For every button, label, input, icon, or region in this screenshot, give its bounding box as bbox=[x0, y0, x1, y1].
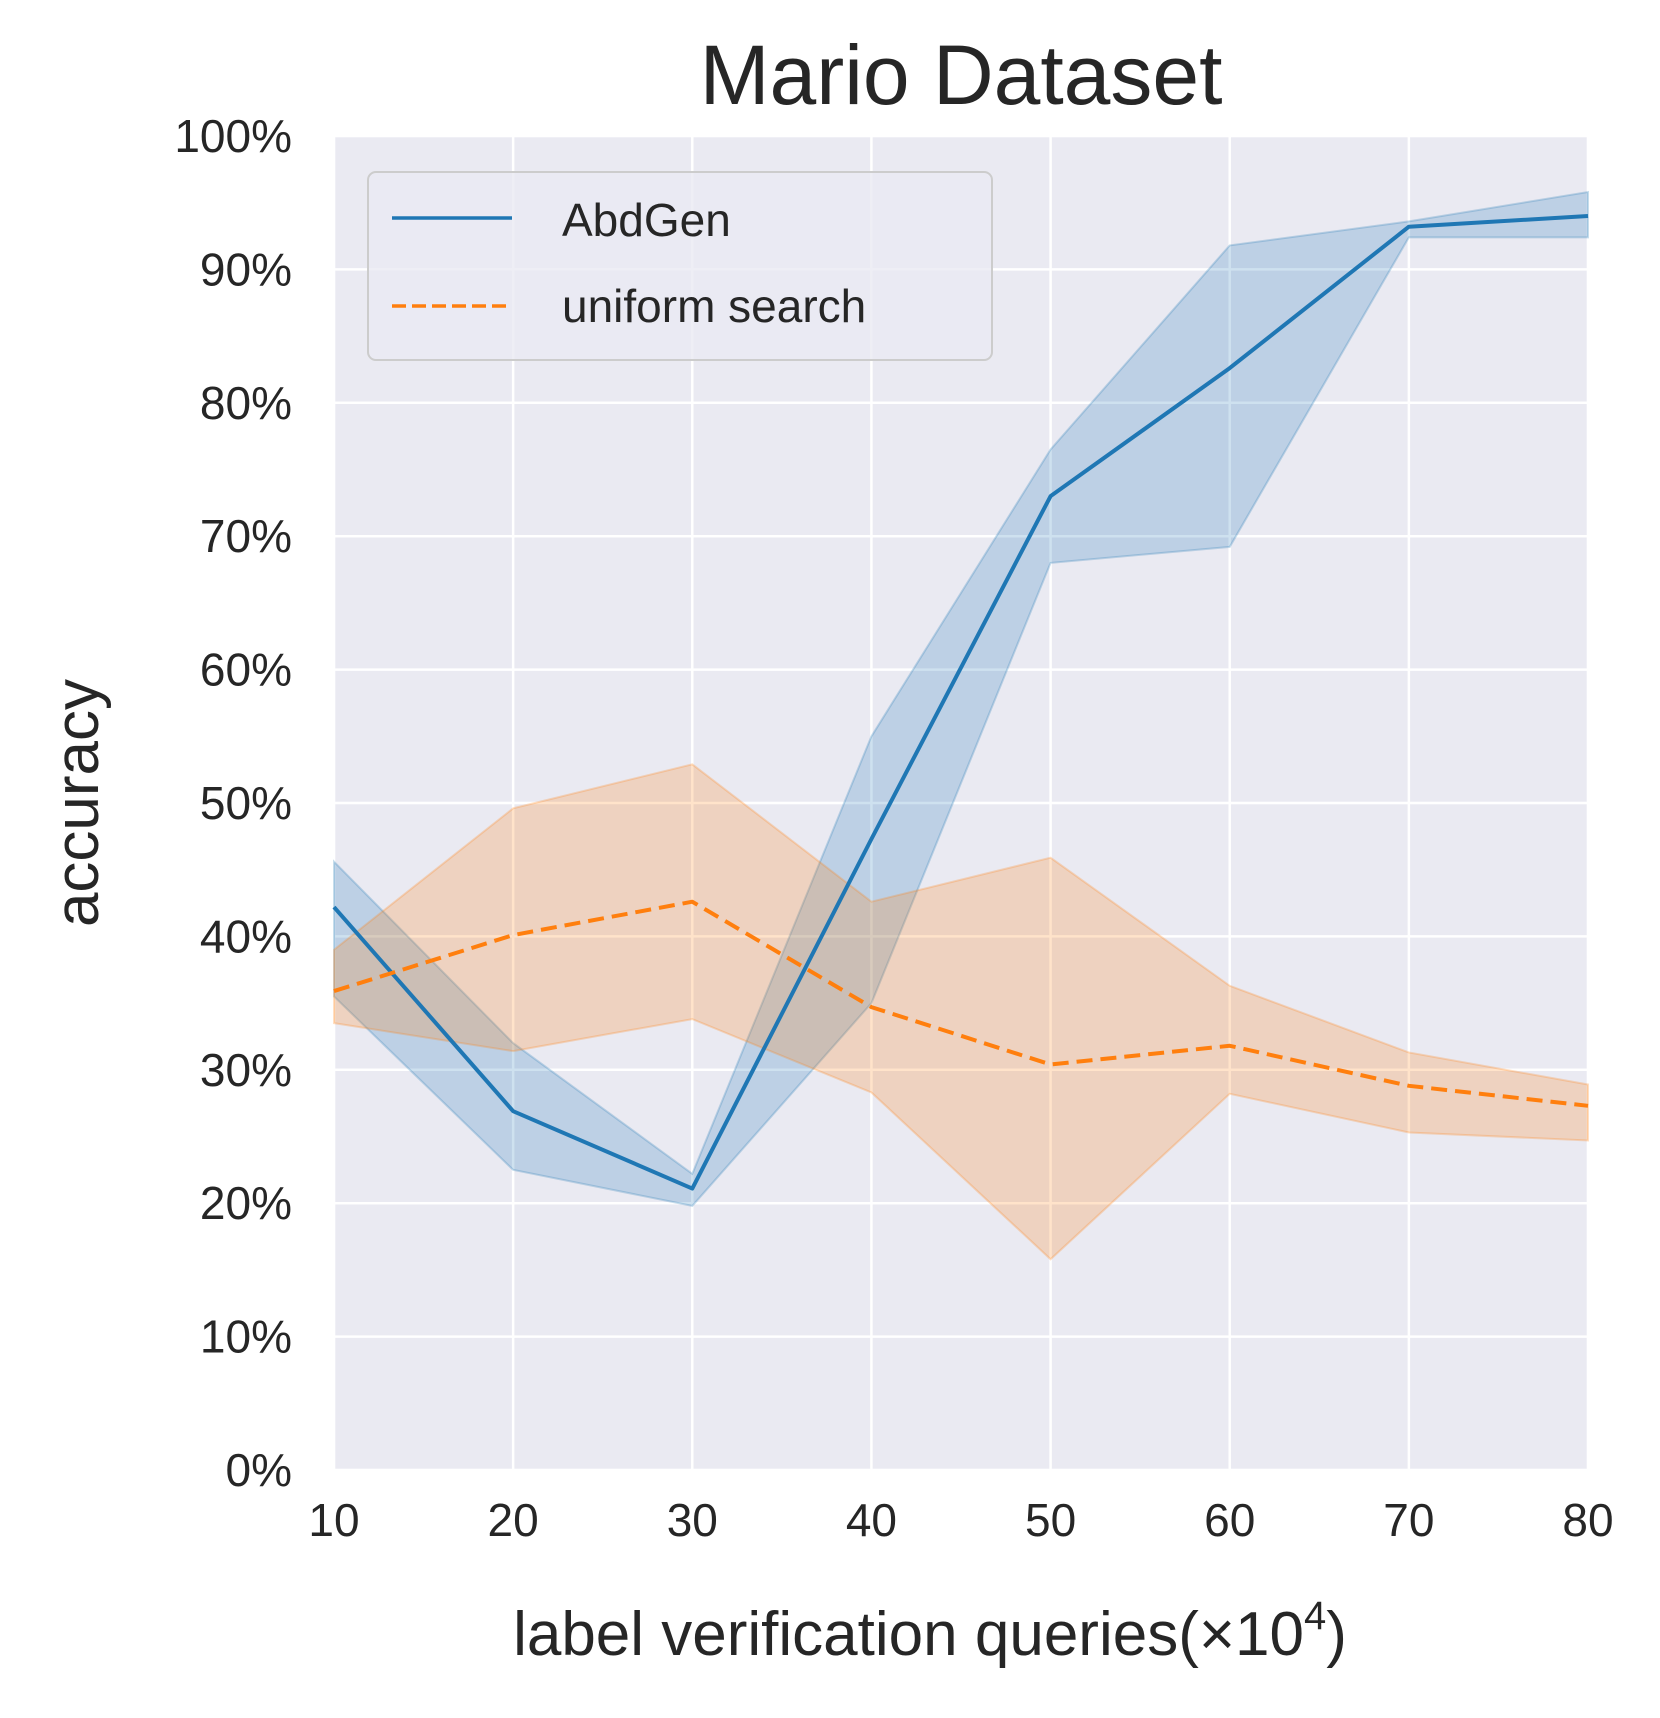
confidence-bands bbox=[333, 190, 1589, 1261]
legend: AbdGen uniform search bbox=[367, 171, 993, 361]
x-tick-label: 40 bbox=[846, 1494, 897, 1546]
x-tick-label: 80 bbox=[1562, 1494, 1613, 1546]
x-tick-label: 50 bbox=[1025, 1494, 1076, 1546]
tick-labels: 0% 10% 20% 30% 40% 50% 60% 70% 80% 90% 100% 10 20 30 4… bbox=[174, 110, 1613, 1546]
x-tick-label: 30 bbox=[667, 1494, 718, 1546]
legend-box bbox=[367, 171, 993, 361]
x-tick-label: 70 bbox=[1383, 1494, 1434, 1546]
x-tick-label: 60 bbox=[1204, 1494, 1255, 1546]
x-axis-title: label verification queries(×104) bbox=[513, 1594, 1347, 1669]
y-tick-label: 50% bbox=[200, 777, 292, 829]
y-tick-label: 40% bbox=[200, 910, 292, 962]
x-tick-label: 20 bbox=[488, 1494, 539, 1546]
chart-title: Mario Dataset bbox=[700, 28, 1223, 122]
y-tick-label: 10% bbox=[200, 1311, 292, 1363]
y-tick-label: 70% bbox=[200, 510, 292, 562]
x-axis-title-suffix: ) bbox=[1326, 1600, 1347, 1669]
y-tick-label: 0% bbox=[226, 1444, 292, 1496]
uniform-search-confidence-band bbox=[333, 763, 1589, 1261]
y-tick-label: 60% bbox=[200, 644, 292, 696]
series-lines bbox=[332, 214, 1589, 1191]
y-tick-label: 100% bbox=[174, 110, 292, 162]
legend-abdgen-label: AbdGen bbox=[562, 194, 731, 246]
y-tick-label: 20% bbox=[200, 1177, 292, 1229]
abdgen-confidence-band bbox=[333, 190, 1589, 1207]
y-tick-label: 90% bbox=[200, 243, 292, 295]
legend-uniform-search-label: uniform search bbox=[562, 280, 866, 332]
x-tick-label: 10 bbox=[308, 1494, 359, 1546]
y-tick-label: 80% bbox=[200, 377, 292, 429]
abdgen-line bbox=[332, 214, 1589, 1191]
y-tick-label: 30% bbox=[200, 1044, 292, 1096]
x-axis-title-main: label verification queries(×10 bbox=[513, 1600, 1304, 1669]
x-axis-title-exponent: 4 bbox=[1304, 1594, 1326, 1638]
uniform-search-line bbox=[333, 899, 1589, 1108]
y-axis-title: accuracy bbox=[43, 679, 112, 927]
